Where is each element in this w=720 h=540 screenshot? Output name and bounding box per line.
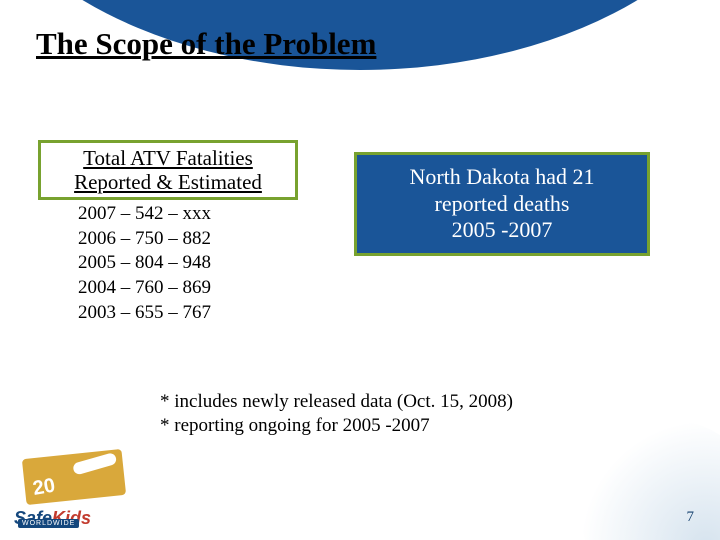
logo-subtext: WORLDWIDE [18, 519, 79, 528]
fatalities-title-line1: Total ATV Fatalities [83, 146, 253, 170]
logo-ribbon-icon [72, 452, 118, 476]
callout-line: North Dakota had 21 [409, 164, 594, 190]
fatalities-box-title-wrap: Total ATV Fatalities Reported & Estimate… [41, 143, 295, 197]
page-number: 7 [687, 509, 695, 526]
slide: The Scope of the Problem Total ATV Fatal… [0, 0, 720, 540]
callout-box: North Dakota had 21 reported deaths 2005… [354, 152, 650, 256]
logo-anniversary-banner [22, 449, 126, 505]
safekids-logo: SafeKids WORLDWIDE [14, 446, 134, 526]
data-row: 2007 – 542 – xxx [78, 202, 211, 227]
footnotes: * includes newly released data (Oct. 15,… [160, 390, 513, 438]
data-row: 2004 – 760 – 869 [78, 276, 211, 301]
fatalities-data-rows: 2007 – 542 – xxx 2006 – 750 – 882 2005 –… [78, 202, 211, 325]
fatalities-title-line2: Reported & Estimated [74, 170, 262, 194]
footnote-line: * includes newly released data (Oct. 15,… [160, 390, 513, 414]
footnote-line: * reporting ongoing for 2005 -2007 [160, 414, 513, 438]
callout-line: reported deaths [435, 191, 570, 217]
callout-line: 2005 -2007 [452, 217, 553, 243]
slide-title: The Scope of the Problem [36, 26, 376, 62]
fatalities-box: Total ATV Fatalities Reported & Estimate… [38, 140, 298, 200]
data-row: 2005 – 804 – 948 [78, 251, 211, 276]
corner-curve-decoration [580, 420, 720, 540]
data-row: 2006 – 750 – 882 [78, 227, 211, 252]
data-row: 2003 – 655 – 767 [78, 301, 211, 326]
